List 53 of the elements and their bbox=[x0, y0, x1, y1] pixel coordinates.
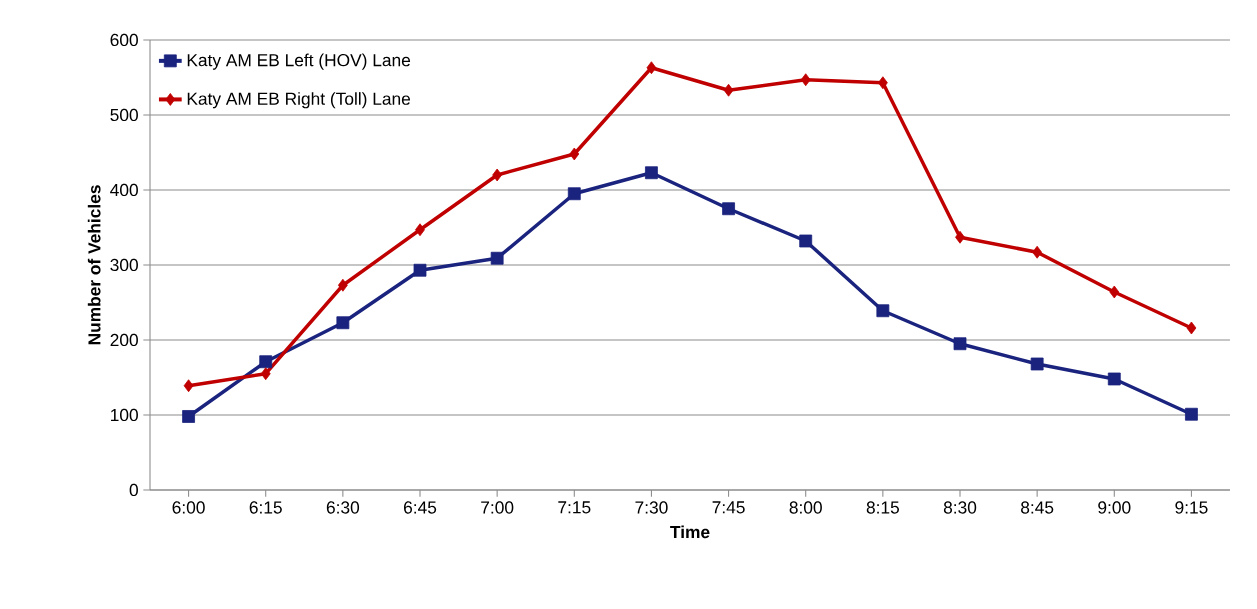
point bbox=[183, 379, 194, 393]
x-tick-label: 9:00 bbox=[1098, 501, 1131, 514]
x-tick-label: 6:30 bbox=[326, 501, 360, 514]
point bbox=[337, 278, 348, 292]
y-tick-label: 300 bbox=[110, 258, 138, 272]
legend-label: Katy AM EB Right (Toll) Lane bbox=[187, 92, 411, 109]
x-tick-label: 7:00 bbox=[481, 501, 514, 514]
point bbox=[490, 251, 504, 265]
point bbox=[1109, 285, 1120, 299]
y-tick-label: 100 bbox=[111, 408, 138, 422]
point bbox=[336, 316, 350, 330]
point bbox=[646, 61, 657, 75]
x-tick-label: 7:15 bbox=[558, 501, 591, 514]
x-tick-label: 8:15 bbox=[866, 501, 899, 514]
x-axis-title: Time bbox=[670, 525, 710, 539]
point bbox=[260, 367, 271, 381]
point bbox=[876, 304, 890, 318]
x-tick-label: 7:30 bbox=[635, 501, 668, 514]
legend-label: Katy AM EB Left (HOV) Lane bbox=[187, 53, 411, 70]
point bbox=[722, 202, 735, 216]
point bbox=[1030, 357, 1044, 371]
point bbox=[953, 337, 967, 351]
y-axis-title: Number of Vehicles bbox=[87, 185, 101, 345]
y-tick-label: 400 bbox=[110, 183, 138, 197]
point bbox=[413, 263, 427, 277]
x-tick-label: 6:15 bbox=[249, 501, 282, 514]
point bbox=[1107, 372, 1121, 386]
point bbox=[415, 223, 425, 237]
x-tick-label: 9:15 bbox=[1175, 501, 1208, 514]
point bbox=[567, 187, 581, 201]
point bbox=[1185, 407, 1198, 421]
y-tick-label: 500 bbox=[110, 108, 138, 122]
point bbox=[1032, 245, 1043, 259]
x-tick-label: 7:45 bbox=[712, 501, 745, 514]
point bbox=[645, 166, 658, 180]
point bbox=[955, 230, 965, 244]
y-tick-label: 0 bbox=[129, 483, 138, 497]
point bbox=[800, 73, 811, 87]
x-tick-label: 8:30 bbox=[943, 501, 977, 514]
point bbox=[1186, 321, 1197, 335]
point bbox=[569, 147, 580, 161]
point bbox=[723, 83, 734, 97]
x-tick-label: 8:45 bbox=[1021, 501, 1054, 514]
y-tick-label: 200 bbox=[110, 333, 138, 347]
x-tick-label: 8:00 bbox=[789, 501, 822, 514]
point bbox=[182, 410, 195, 423]
y-tick-label: 600 bbox=[110, 33, 138, 47]
point bbox=[259, 355, 273, 369]
point bbox=[877, 76, 888, 90]
point bbox=[492, 168, 503, 182]
x-tick-label: 6:00 bbox=[172, 501, 205, 514]
point bbox=[799, 234, 813, 248]
x-tick-label: 6:45 bbox=[404, 501, 437, 514]
